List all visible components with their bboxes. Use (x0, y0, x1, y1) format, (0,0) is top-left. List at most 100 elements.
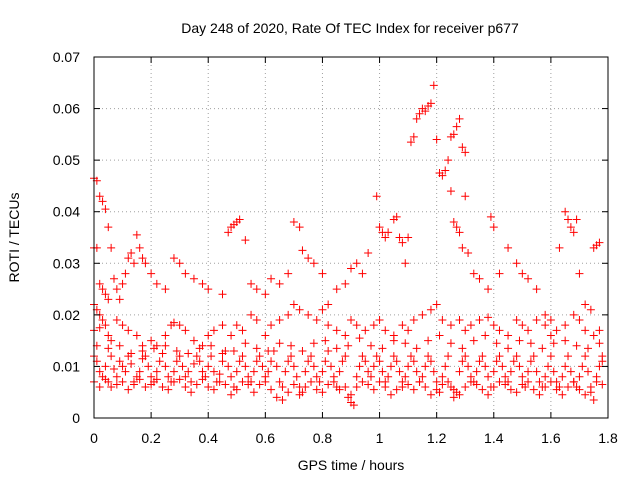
data-point (458, 344, 467, 353)
data-point (98, 316, 107, 325)
data-point (386, 390, 395, 399)
data-point (589, 395, 598, 404)
data-point (472, 380, 481, 389)
data-point (272, 393, 281, 402)
data-point (309, 362, 318, 371)
data-point (127, 349, 136, 358)
data-point (181, 372, 190, 381)
data-point (512, 259, 521, 268)
data-point (181, 326, 190, 335)
data-point (446, 339, 455, 348)
data-point (424, 352, 433, 361)
data-point (309, 259, 318, 268)
data-point (426, 99, 435, 108)
data-point (364, 248, 373, 257)
data-point (372, 192, 381, 201)
data-point (344, 341, 353, 350)
data-point (404, 233, 413, 242)
data-point (95, 323, 104, 332)
data-point (255, 380, 264, 389)
data-point (524, 377, 533, 386)
data-point (418, 310, 427, 319)
data-point (347, 316, 355, 325)
data-point (361, 326, 370, 335)
data-point (141, 352, 150, 361)
data-point (218, 290, 227, 299)
data-point (561, 321, 570, 330)
data-point (192, 352, 201, 361)
x-tick-label: 0.6 (256, 430, 276, 446)
data-point (247, 310, 256, 319)
data-point (504, 344, 513, 353)
data-point (187, 388, 196, 397)
data-point (349, 401, 358, 410)
data-point (581, 352, 590, 361)
data-point (375, 377, 384, 386)
data-point (175, 259, 184, 268)
data-point (304, 357, 313, 366)
data-point (118, 321, 127, 330)
data-point (518, 380, 527, 389)
data-point (352, 259, 361, 268)
data-point (564, 383, 573, 392)
data-point (355, 334, 364, 343)
data-point (366, 341, 375, 350)
data-point (381, 233, 390, 242)
data-point (252, 316, 261, 325)
data-point (312, 385, 321, 394)
data-point (324, 300, 333, 309)
data-point (124, 254, 133, 263)
data-point (147, 336, 156, 345)
data-point (187, 377, 196, 386)
data-point (258, 362, 267, 371)
data-point (284, 357, 293, 366)
data-point (198, 375, 207, 384)
data-point (412, 114, 421, 123)
data-point (532, 367, 541, 376)
data-point (341, 279, 350, 288)
data-point (321, 336, 330, 345)
data-point (149, 344, 158, 353)
data-point (267, 321, 276, 330)
data-point (575, 385, 584, 394)
data-point (209, 367, 218, 376)
data-point (175, 352, 184, 361)
data-point (446, 321, 455, 330)
data-point (209, 385, 218, 394)
data-point (101, 375, 110, 384)
data-point (524, 326, 533, 335)
data-point (378, 367, 387, 376)
data-point (238, 377, 247, 386)
data-point (584, 367, 593, 376)
data-point (569, 310, 578, 319)
data-point (572, 215, 581, 224)
data-point (264, 367, 273, 376)
data-point (432, 300, 441, 309)
data-point (506, 367, 515, 376)
data-point (261, 331, 270, 340)
data-point (555, 243, 564, 252)
data-point (292, 372, 301, 381)
data-point (129, 380, 138, 389)
data-point (566, 223, 575, 232)
data-point (529, 352, 538, 361)
data-point (312, 372, 321, 381)
data-point (218, 349, 227, 358)
data-point (569, 377, 578, 386)
data-point (455, 316, 464, 325)
data-point (112, 372, 121, 381)
data-point (275, 279, 284, 288)
data-point (458, 243, 467, 252)
data-point (312, 316, 321, 325)
data-point (438, 316, 447, 325)
axis-ticks (93, 56, 609, 419)
data-point (412, 344, 421, 353)
data-point (421, 383, 430, 392)
data-point (455, 390, 464, 399)
data-point (115, 357, 124, 366)
data-point (509, 357, 518, 366)
data-point (118, 362, 127, 371)
data-point (598, 357, 607, 366)
data-point (395, 367, 404, 376)
data-point (249, 367, 258, 376)
